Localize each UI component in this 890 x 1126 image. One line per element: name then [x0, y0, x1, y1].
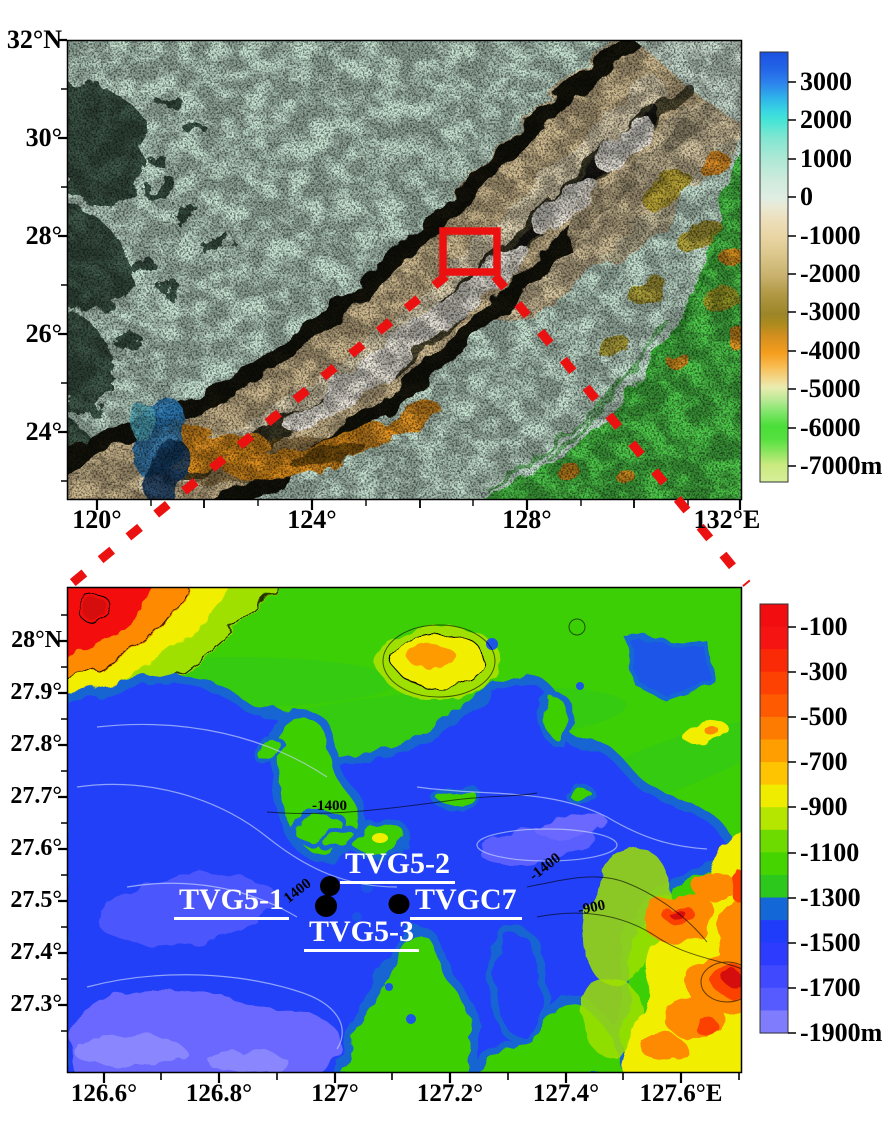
yellow-shoal: [377, 624, 729, 748]
top-colorbar: [759, 51, 796, 483]
white-contours: [76, 723, 708, 1050]
axis-ticks: [58, 38, 742, 1083]
bottom-map-border: [66, 586, 743, 1074]
zoom-connector-left: [68, 272, 449, 588]
top-map: [67, 40, 742, 500]
se-ridge-field: [582, 829, 742, 1073]
study-area-box: [439, 227, 501, 276]
blue-lake: [624, 636, 718, 702]
bottom-colorbar: [759, 603, 796, 1034]
station-dots: [315, 876, 410, 917]
blue-pocket: [488, 926, 549, 1044]
station-dot-tvg5-2: [320, 876, 340, 896]
bottom-map: [67, 587, 742, 1073]
small-blue-dots: [352, 638, 584, 1024]
black-contours: [266, 618, 742, 1003]
zoom-connector-right: [491, 273, 751, 587]
top-map-border: [66, 39, 743, 501]
station-dot-tvgc7: [388, 894, 410, 914]
island-yellow-dot: [372, 833, 388, 843]
station-dot-tvg5-1: [315, 895, 337, 917]
